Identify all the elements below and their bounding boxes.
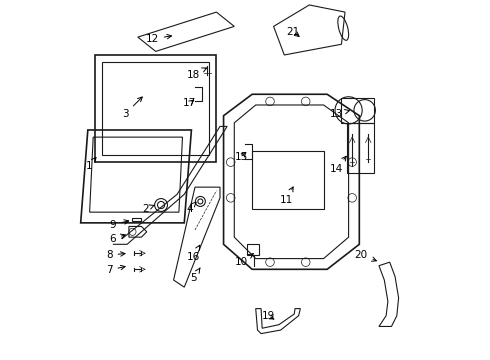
Text: 11: 11 [279,187,293,204]
Text: 15: 15 [235,152,248,162]
Text: 18: 18 [187,68,206,80]
Text: 12: 12 [146,34,172,44]
Text: 21: 21 [287,27,300,37]
Text: 3: 3 [122,97,142,119]
Text: 17: 17 [183,98,196,108]
Text: 9: 9 [110,220,129,230]
Text: 16: 16 [187,245,200,262]
Text: 20: 20 [355,250,376,261]
Text: 7: 7 [106,265,125,275]
Text: 8: 8 [106,250,125,260]
Text: 2: 2 [143,203,154,213]
Text: 14: 14 [329,156,346,174]
Text: 5: 5 [190,268,200,283]
Text: 19: 19 [262,311,275,321]
Text: 6: 6 [110,234,125,244]
Text: 13: 13 [329,109,349,119]
Text: 10: 10 [235,254,253,267]
Text: 4: 4 [186,202,196,213]
Text: 1: 1 [86,158,96,171]
